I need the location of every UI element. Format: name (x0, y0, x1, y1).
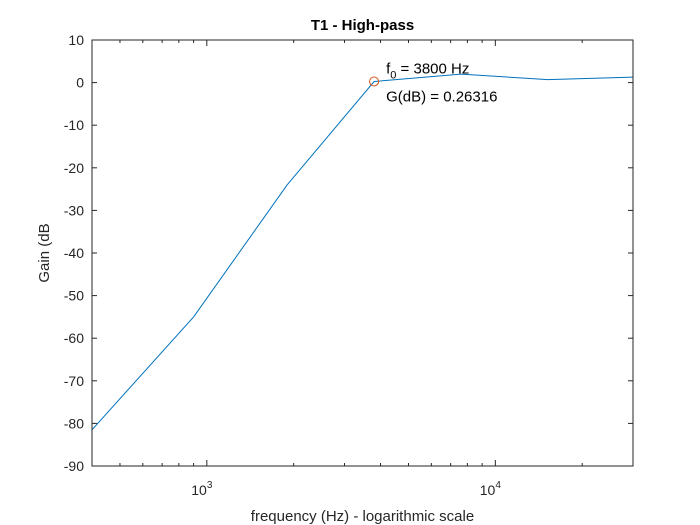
x-tick-label-exponent: 4 (495, 480, 501, 491)
y-tick-label: 0 (76, 75, 84, 91)
annotation-f0-prefix: f (386, 60, 391, 77)
x-tick-label: 103 (191, 480, 213, 498)
y-tick-label: -40 (64, 245, 84, 261)
x-axis-label: frequency (Hz) - logarithmic scale (251, 508, 474, 525)
y-tick-label: -90 (64, 458, 84, 474)
plot-frame (91, 39, 634, 467)
annotation-gain: G(dB) = 0.26316 (386, 88, 497, 105)
x-tick-label: 104 (480, 480, 502, 498)
y-tick-label: 10 (68, 32, 84, 48)
x-tick-label-base: 10 (191, 482, 207, 498)
plot-area (92, 40, 633, 466)
annotation-f0-subscript: 0 (390, 69, 396, 81)
annotation-f0: f0 = 3800 Hz (386, 60, 469, 81)
y-tick-label: -80 (64, 415, 84, 431)
y-tick-label: -50 (64, 288, 84, 304)
y-tick-labels: 10 0 -10 -20 -30 -40 -50 -60 -70 -80 -90 (64, 32, 84, 474)
x-tick-labels: 103 104 (191, 480, 501, 498)
f0-marker (369, 76, 380, 87)
y-tick-label: -60 (64, 330, 84, 346)
y-axis-label: Gain (dB (36, 223, 53, 282)
series-line (91, 73, 634, 431)
y-tick-label: -70 (64, 373, 84, 389)
y-tick-label: -10 (64, 117, 84, 133)
x-tick-label-base: 10 (480, 482, 496, 498)
y-tick-label: -30 (64, 202, 84, 218)
annotation-f0-value: = 3800 Hz (396, 60, 469, 77)
y-tick-label: -20 (64, 160, 84, 176)
x-tick-label-exponent: 3 (207, 480, 213, 491)
chart-title: T1 - High-pass (311, 17, 414, 34)
